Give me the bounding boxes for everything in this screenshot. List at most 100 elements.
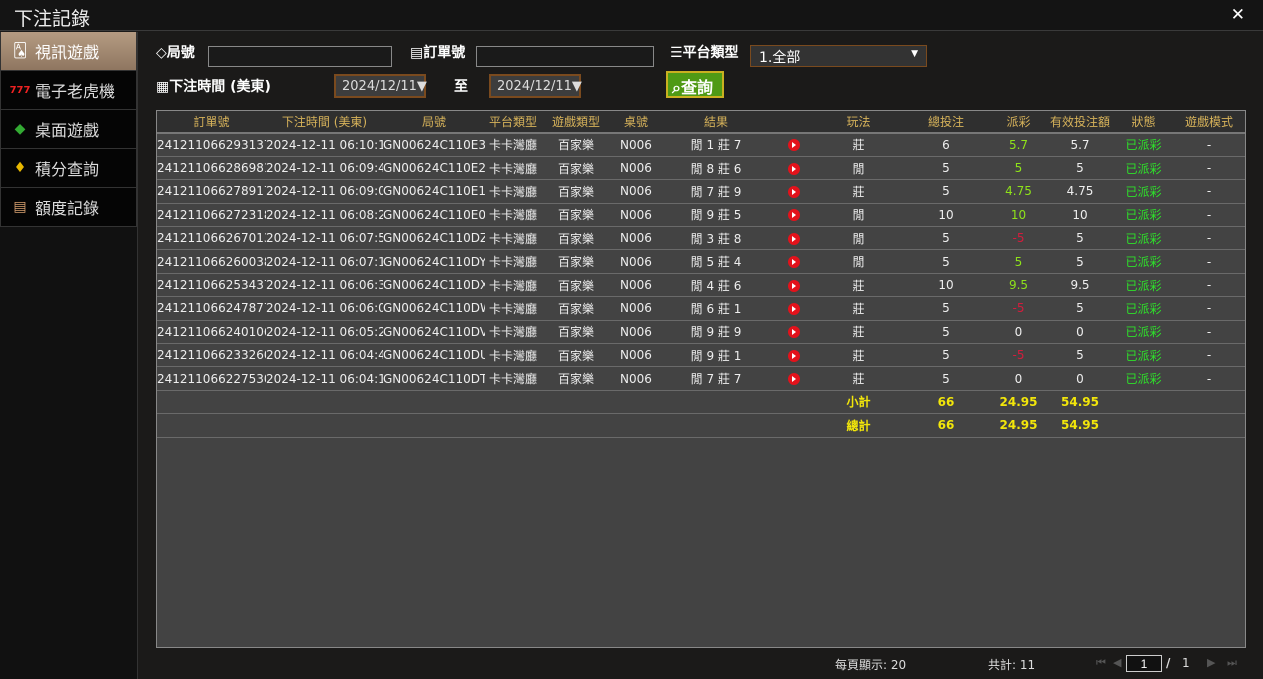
table-cell: 已派彩 (1114, 366, 1173, 391)
play-video-icon[interactable] (787, 185, 800, 198)
sidebar-item-slots[interactable]: 777 電子老虎機 (0, 71, 137, 110)
sidebar-item-label: 積分查詢 (35, 160, 100, 179)
column-header: 訂單號 (157, 111, 266, 134)
play-video-icon[interactable] (787, 256, 800, 269)
play-video-icon[interactable] (787, 232, 800, 245)
table-cell: - (1173, 133, 1245, 157)
table-cell: 241211066267013 (157, 226, 266, 251)
table-cell: N006 (611, 296, 661, 321)
empty-cell (1114, 390, 1173, 415)
empty-cell (661, 390, 771, 415)
table-cell: 已派彩 (1114, 133, 1173, 157)
play-video-icon[interactable] (787, 279, 800, 292)
table-cell: 卡卡灣廳 (485, 366, 541, 391)
tag-icon: ◇ (156, 45, 167, 61)
replay-cell (771, 366, 816, 391)
table-cell: 百家樂 (541, 249, 611, 274)
bet-records-table: 訂單號 下注時間 (美東) 局號 平台類型 遊戲類型 桌號 結果 玩法 總投注 派彩 有效投注額 狀態… (156, 110, 1246, 648)
play-video-icon[interactable] (787, 302, 800, 315)
column-header: 桌號 (611, 111, 661, 134)
replay-cell (771, 320, 816, 345)
table-cell: - (1173, 156, 1245, 181)
empty-cell (485, 413, 541, 438)
window-title: 下注記錄 (14, 8, 91, 30)
total-bet: 66 (901, 413, 991, 438)
query-button[interactable]: ⌕查詢 (666, 71, 724, 98)
play-video-icon[interactable] (787, 326, 800, 339)
sidebar-item-credit-records[interactable]: ▤ 額度記錄 (0, 188, 137, 227)
server-icon: ☰ (670, 45, 683, 61)
table-cell: 百家樂 (541, 343, 611, 368)
date-to-picker[interactable]: 2024/12/11▼ (489, 74, 582, 98)
column-header: 下注時間 (美東) (266, 111, 383, 134)
table-cell: 5 (991, 156, 1046, 181)
play-video-icon[interactable] (787, 209, 800, 222)
table-cell: 閒 7 莊 9 (661, 179, 771, 204)
table-cell: GN00624C110E0 (383, 203, 485, 228)
page-count: 1 (1182, 656, 1190, 670)
table-cell: 10 (991, 203, 1046, 228)
replay-cell (771, 133, 816, 157)
play-video-icon[interactable] (787, 139, 800, 152)
column-header: 玩法 (816, 111, 901, 134)
play-video-icon[interactable] (787, 373, 800, 386)
play-video-icon[interactable] (787, 349, 800, 362)
table-cell: 卡卡灣廳 (485, 273, 541, 298)
sidebar-item-live-games[interactable]: 🂡 視訊遊戲 (0, 32, 137, 71)
table-cell: 5 (991, 249, 1046, 274)
table-cell: GN00624C110DX (383, 273, 485, 298)
search-icon: ⌕ (672, 78, 681, 97)
play-video-icon[interactable] (787, 162, 800, 175)
table-cell: 241211066233260 (157, 343, 266, 368)
table-cell: 5 (901, 320, 991, 345)
replay-cell (771, 273, 816, 298)
table-cell: 閒 (816, 156, 901, 181)
first-page-icon[interactable]: ⏮ (1096, 656, 1106, 669)
empty-cell (541, 390, 611, 415)
table-cell: 閒 1 莊 7 (661, 133, 771, 157)
table-cell: - (1173, 203, 1245, 228)
table-cell: 2024-12-11 06:07:13 (266, 249, 383, 274)
table-cell: 5 (901, 249, 991, 274)
date-from-picker[interactable]: 2024/12/11▼ (334, 74, 427, 98)
replay-cell (771, 203, 816, 228)
sidebar-item-table-games[interactable]: ◆ 桌面遊戲 (0, 110, 137, 149)
empty-cell (771, 390, 816, 415)
page-input[interactable] (1126, 655, 1162, 672)
table-cell: 卡卡灣廳 (485, 179, 541, 204)
replay-cell (771, 179, 816, 204)
total-payout: 24.95 (991, 413, 1046, 438)
table-cell: 2024-12-11 06:05:21 (266, 320, 383, 345)
empty-cell (485, 390, 541, 415)
prev-page-icon[interactable]: ◀ (1113, 656, 1122, 669)
last-page-icon[interactable]: ⏭ (1227, 656, 1237, 669)
table-cell: N006 (611, 273, 661, 298)
round-input[interactable] (208, 46, 392, 67)
table-cell: 閒 (816, 226, 901, 251)
table-row: 241211066267013 2024-12-11 06:07:53 GN0062… (157, 226, 1245, 251)
table-cell: 百家樂 (541, 320, 611, 345)
table-cell: 閒 (816, 249, 901, 274)
table-cell: - (1173, 320, 1245, 345)
table-cell: 5 (1046, 249, 1114, 274)
order-input[interactable] (476, 46, 654, 67)
table-cell: 已派彩 (1114, 249, 1173, 274)
table-cell: 5.7 (991, 133, 1046, 157)
table-cell: 2024-12-11 06:06:04 (266, 296, 383, 321)
table-row: 241211066272318 2024-12-11 06:08:23 GN0062… (157, 203, 1245, 228)
table-cell: -5 (991, 296, 1046, 321)
next-page-icon[interactable]: ▶ (1207, 656, 1216, 669)
platform-select[interactable]: 1.全部 ▼ (750, 45, 927, 67)
column-header (771, 111, 816, 134)
table-row: 241211066278917 2024-12-11 06:09:01 GN0062… (157, 179, 1245, 204)
table-cell: 莊 (816, 366, 901, 391)
empty-cell (157, 390, 266, 415)
sidebar-item-points[interactable]: ♦ 積分查詢 (0, 149, 137, 188)
subtotal-payout: 24.95 (991, 390, 1046, 415)
page-separator: / (1166, 656, 1171, 670)
table-row: 241211066247877 2024-12-11 06:06:04 GN0062… (157, 296, 1245, 321)
table-cell: 已派彩 (1114, 343, 1173, 368)
close-icon[interactable]: ✕ (1230, 5, 1245, 25)
table-cell: 4.75 (1046, 179, 1114, 204)
total-valid: 54.95 (1046, 413, 1114, 438)
